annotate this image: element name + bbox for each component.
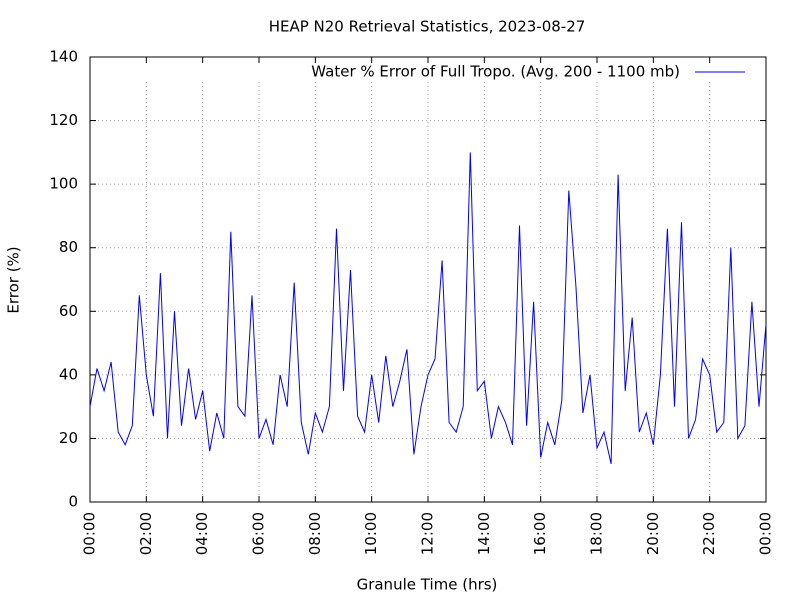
x-tick-label: 14:00 [475,512,493,555]
y-tick-label: 100 [49,175,78,193]
x-tick-label: 00:00 [757,512,775,555]
x-tick-label: 08:00 [306,512,324,555]
x-tick-label: 18:00 [588,512,606,555]
y-tick-label: 140 [49,48,78,66]
x-tick-label: 12:00 [419,512,437,555]
x-tick-label: 04:00 [193,512,211,555]
x-tick-label: 22:00 [700,512,718,555]
x-tick-label: 06:00 [250,512,268,555]
data-line [89,152,767,465]
y-tick-label: 40 [59,365,78,383]
y-axis-label: Error (%) [5,246,23,313]
x-tick-label: 00:00 [81,512,99,555]
y-tick-label: 120 [49,111,78,129]
y-tick-label: 80 [59,238,78,256]
x-tick-label: 02:00 [137,512,155,555]
x-tick-label: 20:00 [644,512,662,555]
y-tick-label: 20 [59,429,78,447]
y-tick-label: 60 [59,302,78,320]
x-tick-label: 16:00 [531,512,549,555]
plot-border [89,56,767,503]
x-axis-label: Granule Time (hrs) [357,576,498,594]
y-tick-label: 0 [68,493,78,511]
x-tick-label: 10:00 [362,512,380,555]
legend-label: Water % Error of Full Tropo. (Avg. 200 -… [311,63,680,81]
chart-title: HEAP N20 Retrieval Statistics, 2023-08-2… [269,18,586,36]
